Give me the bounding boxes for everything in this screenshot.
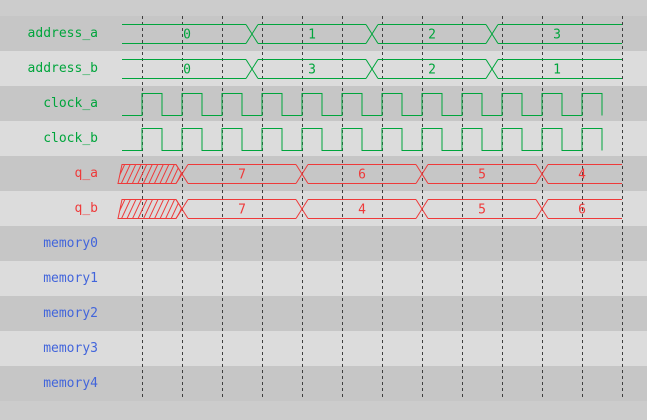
bus-value: 2: [428, 63, 436, 78]
wave-clock_b: [122, 128, 603, 151]
signal-label-q_a[interactable]: q_a: [74, 166, 98, 181]
bus-value: 7: [238, 203, 246, 218]
signal-label-memory3[interactable]: memory3: [43, 341, 98, 356]
bus-value: 1: [553, 63, 561, 78]
signal-label-q_b[interactable]: q_b: [74, 201, 98, 216]
wave-q_a: 7 6 5 4: [117, 164, 622, 184]
bus-value: 4: [358, 203, 366, 218]
bus-value: 4: [578, 168, 586, 183]
row-stripe-memory4: [0, 366, 647, 401]
bus-value: 0: [183, 28, 191, 43]
bus-value: 0: [183, 63, 191, 78]
grid-lines: [142, 16, 623, 400]
signal-label-address_b[interactable]: address_b: [27, 61, 98, 76]
bus-value: 3: [553, 28, 561, 43]
row-stripe-q_b: [0, 191, 647, 226]
bus-value: 6: [578, 203, 586, 218]
row-stripe-memory1: [0, 261, 647, 296]
signal-label-memory1[interactable]: memory1: [43, 271, 98, 286]
wave-address_b: 0 3 2 1: [122, 59, 622, 79]
unknown-region: [117, 199, 183, 219]
signal-label-memory0[interactable]: memory0: [43, 236, 98, 251]
row-stripe-memory2: [0, 296, 647, 331]
row-stripe-address_a: [0, 16, 647, 51]
wave-clock_a: [122, 93, 603, 116]
bus-value: 3: [308, 63, 316, 78]
row-stripe-q_a: [0, 156, 647, 191]
bus-value: 2: [428, 28, 436, 43]
wave-address_a: 0 1 2 3: [122, 24, 622, 44]
row-stripe-memory0: [0, 226, 647, 261]
bus-value: 5: [478, 168, 486, 183]
bus-value: 6: [358, 168, 366, 183]
signal-label-memory2[interactable]: memory2: [43, 306, 98, 321]
bus-value: 7: [238, 168, 246, 183]
unknown-region: [117, 164, 183, 184]
row-stripe-memory3: [0, 331, 647, 366]
row-stripe-address_b: [0, 51, 647, 86]
signal-label-memory4[interactable]: memory4: [43, 376, 98, 391]
bus-value: 5: [478, 203, 486, 218]
wave-q_b: 7 4 5 6: [117, 199, 622, 219]
signal-label-clock_a[interactable]: clock_a: [43, 96, 98, 111]
bus-value: 1: [308, 28, 316, 43]
signal-label-address_a[interactable]: address_a: [27, 26, 98, 41]
signal-label-clock_b[interactable]: clock_b: [43, 131, 98, 146]
